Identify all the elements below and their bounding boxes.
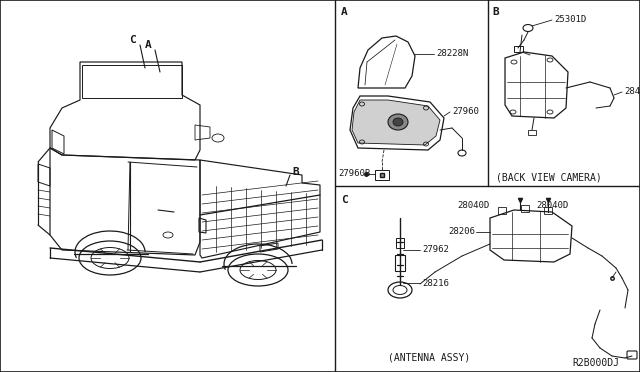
Bar (395, 255, 405, 271)
Text: 28442: 28442 (624, 87, 640, 96)
Polygon shape (352, 100, 440, 145)
Text: 27962: 27962 (422, 246, 449, 254)
Text: R2B000DJ: R2B000DJ (572, 358, 619, 368)
Text: 28040D: 28040D (458, 201, 490, 209)
Bar (396, 238, 404, 248)
Ellipse shape (388, 114, 408, 130)
Text: 27960: 27960 (452, 108, 479, 116)
Text: A: A (145, 40, 152, 50)
Text: B: B (492, 7, 499, 17)
Text: 25301D: 25301D (554, 16, 586, 25)
Text: B: B (292, 167, 299, 177)
Bar (528, 130, 536, 135)
Text: C: C (130, 35, 136, 45)
Text: 28206: 28206 (448, 228, 475, 237)
Text: (BACK VIEW CAMERA): (BACK VIEW CAMERA) (496, 173, 602, 183)
Text: (ANTENNA ASSY): (ANTENNA ASSY) (388, 353, 470, 363)
Text: 28040D: 28040D (536, 201, 568, 209)
Text: A: A (341, 7, 348, 17)
Text: C: C (341, 195, 348, 205)
Bar (498, 207, 506, 214)
Bar (544, 207, 552, 214)
Text: 28216: 28216 (422, 279, 449, 288)
Bar (375, 170, 389, 180)
Ellipse shape (393, 118, 403, 126)
Bar (521, 205, 529, 212)
Bar (514, 46, 523, 52)
Text: 27960B: 27960B (338, 170, 371, 179)
Text: 28228N: 28228N (436, 49, 468, 58)
